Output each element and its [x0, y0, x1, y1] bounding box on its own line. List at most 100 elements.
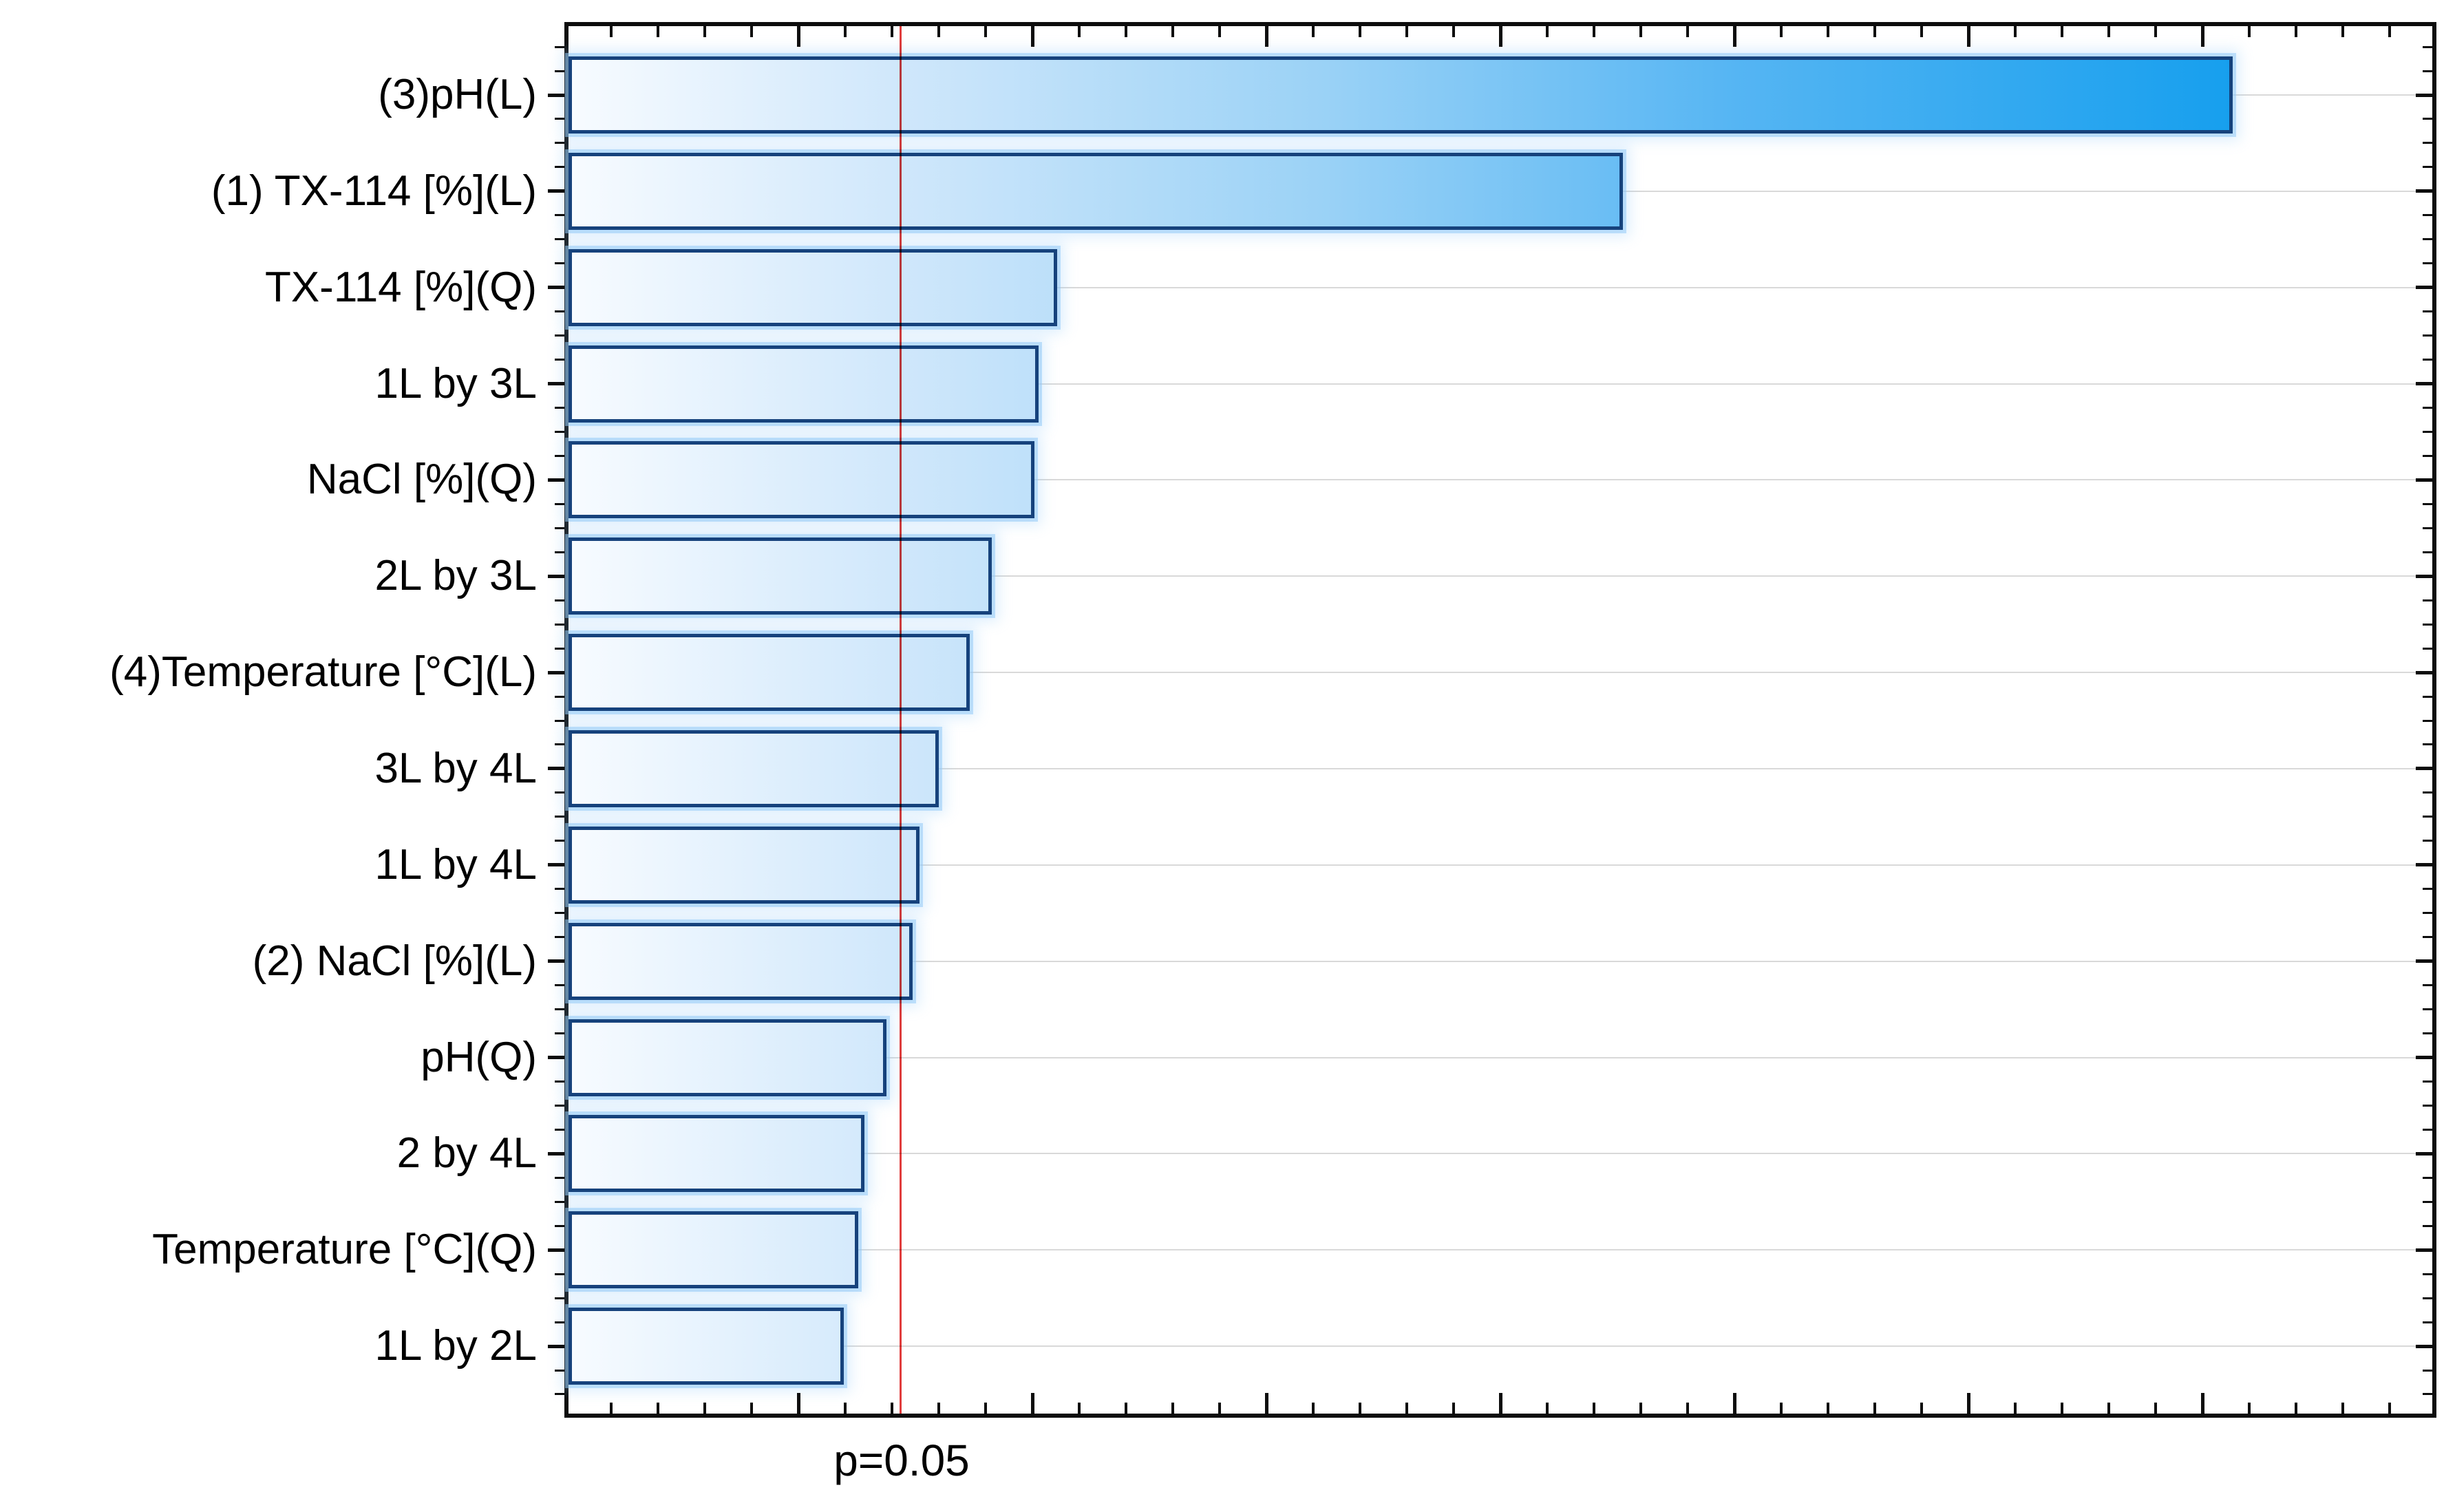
category-gridline	[568, 1056, 2432, 1058]
x-axis-tick	[1593, 26, 1595, 37]
y-axis-tick	[555, 551, 564, 553]
y-axis-tick	[555, 1321, 564, 1323]
y-axis-tick	[555, 430, 564, 433]
y-axis-tick	[2423, 45, 2432, 48]
y-axis-tick	[2423, 118, 2432, 120]
y-axis-tick	[2416, 1344, 2432, 1348]
category-gridline	[568, 575, 2432, 577]
y-axis-tick	[2416, 767, 2432, 771]
y-axis-tick	[548, 93, 564, 97]
y-axis-tick	[2416, 1056, 2432, 1059]
x-axis-tick	[1125, 26, 1127, 37]
x-axis-tick	[2014, 26, 2017, 37]
category-label: pH(Q)	[421, 1033, 537, 1081]
category-label: 1L by 3L	[374, 359, 537, 407]
x-axis-tick	[1732, 26, 1736, 47]
x-axis-tick	[1405, 26, 1408, 37]
y-axis-tick	[555, 719, 564, 722]
x-axis-tick	[1639, 26, 1642, 37]
y-axis-tick	[2423, 1369, 2432, 1372]
pareto-bar	[568, 1308, 844, 1385]
x-axis-tick	[703, 1403, 706, 1414]
x-axis-tick	[1312, 1403, 1315, 1414]
x-axis-tick	[750, 1403, 753, 1414]
category-label: 1L by 4L	[374, 840, 537, 888]
y-axis-tick	[555, 936, 564, 939]
category-label: (3)pH(L)	[378, 71, 537, 118]
y-axis-tick	[548, 189, 564, 193]
category-label: 3L by 4L	[374, 744, 537, 792]
y-axis-tick	[2423, 502, 2432, 505]
x-axis-tick	[1546, 1403, 1549, 1414]
x-axis-tick	[1125, 1403, 1127, 1414]
x-axis-tick	[937, 26, 940, 37]
y-axis-tick	[555, 1224, 564, 1227]
x-axis-tick	[750, 26, 753, 37]
pareto-bar	[568, 152, 1623, 230]
y-axis-tick	[548, 1151, 564, 1156]
y-axis-tick	[555, 816, 564, 818]
y-axis-tick	[2423, 1393, 2432, 1396]
pareto-bar	[568, 56, 2233, 134]
y-axis-tick	[2423, 526, 2432, 529]
x-axis-tick	[610, 26, 613, 37]
y-axis-tick	[2423, 816, 2432, 818]
x-axis-tick	[1498, 26, 1502, 47]
y-axis-tick	[2423, 310, 2432, 313]
y-axis-tick	[2416, 382, 2432, 386]
x-axis-tick	[1264, 26, 1268, 47]
y-axis-tick	[555, 912, 564, 915]
x-axis-tick	[1171, 1403, 1174, 1414]
y-axis-tick	[555, 142, 564, 145]
category-label: (2) NaCl [%](L)	[252, 937, 537, 985]
category-gridline	[568, 286, 2432, 288]
x-axis-tick	[1827, 1403, 1829, 1414]
x-axis-tick	[1359, 26, 1361, 37]
category-label: (4)Temperature [°C](L)	[109, 648, 537, 696]
y-axis-tick	[2423, 840, 2432, 842]
category-gridline	[568, 672, 2432, 674]
x-axis-tick	[2014, 1403, 2017, 1414]
y-axis-tick	[2423, 1032, 2432, 1035]
category-label: 2 by 4L	[396, 1129, 537, 1178]
y-axis-tick	[555, 888, 564, 891]
y-axis-tick	[555, 45, 564, 48]
y-axis-tick	[555, 791, 564, 794]
x-axis-tick	[891, 1403, 893, 1414]
y-axis-tick	[2416, 670, 2432, 674]
y-axis-tick	[555, 743, 564, 746]
y-axis-tick	[2423, 1224, 2432, 1227]
y-axis-tick	[2416, 93, 2432, 97]
x-axis-tick	[2200, 26, 2204, 47]
x-axis-tick	[2061, 26, 2063, 37]
x-axis-tick	[1686, 1403, 1689, 1414]
y-axis-tick	[2423, 743, 2432, 746]
x-axis-tick	[2154, 26, 2157, 37]
x-axis-tick	[2200, 1393, 2204, 1414]
x-axis-tick	[1264, 1393, 1268, 1414]
x-axis-tick	[1780, 26, 1783, 37]
pareto-bar	[568, 922, 913, 1000]
y-axis-tick	[2423, 647, 2432, 650]
y-axis-tick	[555, 623, 564, 626]
pareto-bar	[568, 248, 1057, 326]
y-axis-tick	[555, 1032, 564, 1035]
x-axis-tick	[657, 26, 659, 37]
pareto-bar	[568, 537, 992, 615]
pareto-bar	[568, 345, 1039, 423]
x-axis-tick	[1171, 26, 1174, 37]
y-axis-tick	[548, 863, 564, 867]
y-axis-tick	[2423, 551, 2432, 553]
y-axis-tick	[555, 1200, 564, 1203]
category-gridline	[568, 1153, 2432, 1155]
y-axis-tick	[2416, 863, 2432, 867]
category-label: 1L by 2L	[374, 1322, 537, 1370]
x-axis-tick	[1873, 26, 1876, 37]
x-axis-tick	[984, 26, 987, 37]
y-axis-tick	[555, 1008, 564, 1011]
pareto-bar	[568, 826, 920, 904]
y-axis-tick	[555, 1393, 564, 1396]
y-axis-tick	[2423, 695, 2432, 698]
x-axis-tick	[984, 1403, 987, 1414]
y-axis-tick	[555, 407, 564, 409]
